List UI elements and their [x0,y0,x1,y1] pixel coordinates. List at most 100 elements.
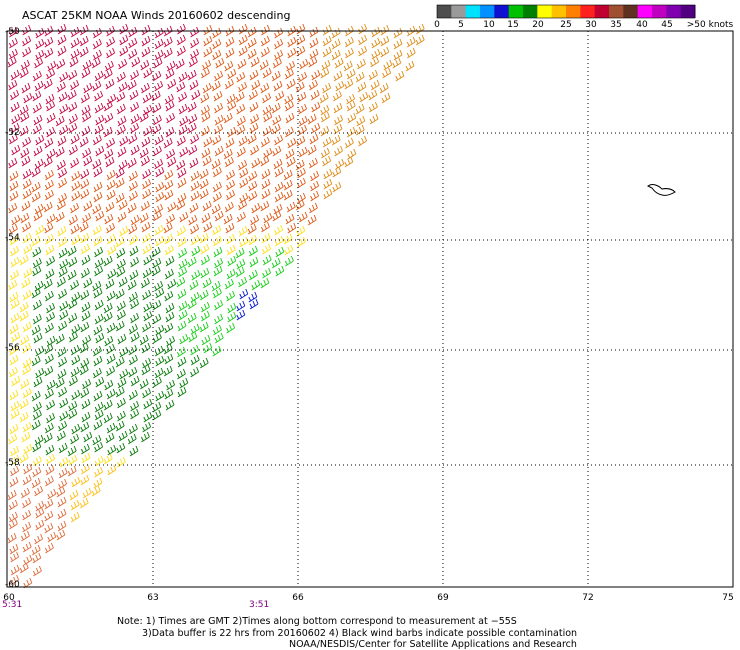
wind-barb [128,37,138,49]
wind-barb [370,79,380,91]
legend-tick: 30 [585,20,597,30]
wind-barb [142,321,152,333]
wind-barb [203,35,213,47]
wind-barb [46,453,56,465]
wind-barb [58,478,68,490]
wind-barb [92,224,102,236]
wind-barb [57,45,67,57]
legend-tick: 5 [458,20,464,30]
wind-barb [392,57,402,69]
wind-barb [34,203,44,215]
wind-barb [236,124,246,136]
wind-barb [130,375,140,387]
wind-barb [9,190,19,202]
wind-barb [226,169,236,181]
legend-swatch [494,5,510,18]
wind-barb [103,126,113,138]
wind-barb [46,100,56,112]
wind-barb [58,420,68,432]
wind-barb [164,179,174,191]
wind-barb [68,312,78,324]
wind-barb [56,159,66,171]
legend-swatch [480,5,495,18]
wind-barb [177,356,187,368]
wind-barb [83,431,93,443]
wind-barb [295,199,305,211]
wind-barb [35,345,45,357]
wind-barb [368,89,378,101]
wind-barb [115,386,125,398]
map-frame [6,30,734,588]
wind-barb [371,26,381,38]
wind-barb [116,71,126,83]
wind-barb [128,291,138,303]
wind-barb [46,126,56,138]
wind-barb [239,177,249,189]
wind-barb [163,47,173,59]
wind-barb [176,368,186,380]
wind-barb [296,225,306,237]
wind-barb [130,408,140,420]
wind-barb [176,81,186,93]
wind-barb [212,345,222,357]
wind-barb [47,60,57,72]
wind-barb [224,60,234,72]
wind-barb [105,156,115,168]
wind-barb [55,211,65,223]
wind-barb [238,135,248,147]
wind-barb [287,36,297,48]
wind-barb [82,334,92,346]
wind-barb [251,202,261,214]
wind-barb [190,48,200,60]
lon-label: 69 [437,593,449,603]
legend-swatch [566,5,581,18]
wind-barb [190,170,200,182]
wind-barb [274,191,284,203]
wind-barb [80,474,90,486]
wind-barb [187,312,197,324]
wind-barb [212,166,222,178]
wind-barb [284,126,294,138]
wind-barb [283,189,293,201]
wind-barb [273,203,283,215]
wind-barb [118,81,128,93]
wind-barb [177,192,187,204]
wind-barb [201,334,211,346]
wind-barb [176,34,186,46]
wind-barb [141,35,151,47]
wind-barb [178,300,188,312]
wind-barb [130,144,140,156]
wind-barb [32,401,42,413]
wind-barb [178,71,188,83]
wind-barb [33,210,43,222]
wind-barb [333,123,343,135]
wind-barb [274,49,284,61]
wind-barb [128,223,138,235]
wind-barb [57,225,67,237]
wind-barb [116,247,126,259]
wind-barb [68,256,78,268]
wind-barb [130,69,140,81]
wind-barb [188,56,198,68]
wind-barb [79,221,89,233]
wind-barb [94,313,104,325]
wind-barb [143,398,153,410]
wind-barb [260,35,270,47]
wind-barb [212,235,222,247]
wind-barb [154,27,164,39]
wind-barb [167,201,177,213]
wind-barb [8,279,18,291]
wind-barb [130,312,140,324]
wind-barb [152,70,162,82]
wind-barb [176,276,186,288]
wind-barb [10,445,20,457]
wind-barb [31,235,41,247]
wind-barb [57,520,67,532]
wind-barb [199,178,209,190]
wind-barb [211,80,221,92]
wind-barb [190,344,200,356]
wind-barb [203,221,213,233]
wind-barb [346,93,356,105]
wind-barb [227,302,237,314]
wind-barb [93,355,103,367]
